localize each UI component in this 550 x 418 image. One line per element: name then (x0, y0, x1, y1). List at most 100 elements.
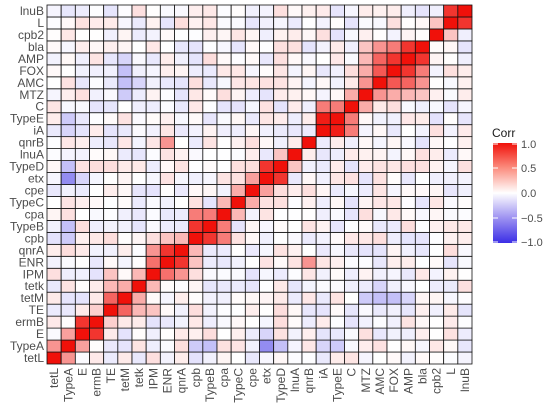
heatmap-cell-E-FOX (386, 327, 402, 341)
heatmap-cell-AMC-TypeA (60, 76, 76, 90)
heatmap-cell-tetk-bla (414, 279, 430, 293)
heatmap-cell-C-TypeD (273, 100, 289, 114)
heatmap-cell-AMC-AMP (400, 76, 416, 90)
heatmap-cell-ermB-cpb (188, 315, 204, 329)
heatmap-cell-FOX-TE (103, 64, 119, 78)
heatmap-cell-L-TypeB (202, 16, 218, 30)
heatmap-cell-cpb-cpb2 (429, 231, 445, 245)
heatmap-cell-cpb-qnrB (301, 231, 317, 245)
heatmap-cell-TE-L (443, 303, 459, 317)
heatmap-cell-lnuA-C (344, 148, 360, 161)
row-label-tetk: tetk (25, 279, 45, 293)
heatmap-cell-AMP-AMP (400, 52, 416, 66)
heatmap-cell-cpb-cpa (216, 231, 232, 245)
heatmap-cell-cpe-AMC (372, 184, 388, 197)
heatmap-cell-cpb-TypeA (60, 231, 76, 245)
row-label-E: E (36, 327, 44, 341)
heatmap-cell-qnrB-etx (259, 136, 275, 150)
heatmap-cell-MTZ-TE (103, 88, 119, 102)
heatmap-cell-ermB-cpe (244, 315, 260, 329)
heatmap-cell-E-lnuB (457, 327, 473, 341)
heatmap-cell-AMP-TypeD (273, 52, 289, 66)
heatmap-cell-C-L (443, 100, 459, 114)
heatmap-cell-cpa-ermB (89, 208, 105, 221)
heatmap-cell-bla-TypeA (60, 40, 76, 54)
heatmap-cell-lnuB-TypeA (60, 4, 76, 18)
heatmap-cell-tetk-cpb (188, 279, 204, 293)
heatmap-cell-IPM-lnuA (287, 267, 303, 281)
heatmap-cell-FOX-AMP (400, 64, 416, 78)
heatmap-cell-AMP-iA (315, 52, 331, 66)
heatmap-cell-AMP-IPM (145, 52, 161, 66)
heatmap-cell-bla-MTZ (358, 40, 374, 54)
column-label-FOX: FOX (387, 368, 401, 393)
heatmap-cell-ENR-lnuA (287, 255, 303, 269)
heatmap-cell-TE-tetM (117, 303, 133, 317)
column-label-TypeB: TypeB (203, 368, 217, 402)
heatmap-cell-qnrA-cpb2 (429, 243, 445, 257)
heatmap-cell-TE-qnrB (301, 303, 317, 317)
heatmap-cell-FOX-TypeD (273, 64, 289, 78)
column-label-TypeE: TypeE (330, 368, 344, 402)
heatmap-cell-TypeE-AMP (400, 112, 416, 126)
heatmap-cell-IPM-tetL (46, 267, 62, 281)
heatmap-cell-bla-AMP (400, 40, 416, 54)
heatmap-cell-TypeD-TypeC (230, 160, 246, 173)
heatmap-cell-iA-AMC (372, 124, 388, 138)
heatmap-cell-L-qnrA (174, 16, 190, 30)
heatmap-cell-qnrA-qnrB (301, 243, 317, 257)
heatmap-cell-TypeC-etx (259, 196, 275, 209)
heatmap-cell-TypeC-qnrA (174, 196, 190, 209)
heatmap-cell-TypeE-TypeD (273, 112, 289, 126)
heatmap-cell-TypeE-bla (414, 112, 430, 126)
heatmap-cell-tetM-cpb2 (429, 291, 445, 305)
heatmap-cell-tetk-TypeA (60, 279, 76, 293)
heatmap-cell-qnrA-tetL (46, 243, 62, 257)
heatmap-cell-tetk-IPM (145, 279, 161, 293)
heatmap-cell-qnrA-bla (414, 243, 430, 257)
row-label-TypeD: TypeD (9, 160, 44, 174)
row-label-TE: TE (29, 303, 44, 317)
row-label-TypeB: TypeB (10, 219, 44, 233)
heatmap-cell-TypeA-TypeA (60, 339, 76, 353)
heatmap-cell-TE-cpe (244, 303, 260, 317)
heatmap-cell-C-etx (259, 100, 275, 114)
heatmap-cell-cpa-cpb2 (429, 208, 445, 221)
heatmap-cell-iA-cpa (216, 124, 232, 138)
heatmap-cell-cpb2-tetk (131, 28, 147, 42)
heatmap-cell-TypeA-cpb (188, 339, 204, 353)
heatmap-cell-TypeE-L (443, 112, 459, 126)
heatmap-cell-cpe-AMP (400, 184, 416, 197)
heatmap-cell-TE-cpb2 (429, 303, 445, 317)
heatmap-cell-TypeE-TypeB (202, 112, 218, 126)
heatmap-cell-E-lnuA (287, 327, 303, 341)
heatmap-cell-tetL-TypeD (273, 351, 289, 365)
row-label-qnrB: qnrB (19, 136, 44, 150)
column-label-iA: iA (316, 368, 330, 379)
heatmap-cell-lnuA-cpe (244, 148, 260, 161)
heatmap-cell-qnrB-qnrA (174, 136, 190, 150)
heatmap-cell-AMP-TypeE (329, 52, 345, 66)
heatmap-cell-TypeA-cpb2 (429, 339, 445, 353)
heatmap-cell-TypeB-qnrB (301, 219, 317, 233)
heatmap-cell-TypeC-qnrB (301, 196, 317, 209)
heatmap-cell-cpb-C (344, 231, 360, 245)
heatmap-cell-etx-etx (259, 172, 275, 185)
heatmap-cell-TypeA-lnuB (457, 339, 473, 353)
heatmap-cell-IPM-cpb (188, 267, 204, 281)
row-label-TypeC: TypeC (9, 195, 44, 209)
heatmap-cell-AMC-tetk (131, 76, 147, 90)
heatmap-cell-MTZ-TypeE (329, 88, 345, 102)
heatmap-cell-FOX-cpa (216, 64, 232, 78)
heatmap-cell-TypeB-TypeD (273, 219, 289, 233)
heatmap-cell-lnuB-C (344, 4, 360, 18)
heatmap-cell-lnuA-ENR (159, 148, 175, 161)
heatmap-cell-TypeD-cpb (188, 160, 204, 173)
heatmap-cell-C-tetk (131, 100, 147, 114)
heatmap-cell-bla-cpe (244, 40, 260, 54)
row-label-cpb: cpb (25, 231, 45, 245)
heatmap-cell-cpb-tetL (46, 231, 62, 245)
heatmap-cell-E-C (344, 327, 360, 341)
heatmap-cell-MTZ-qnrA (174, 88, 190, 102)
heatmap-cell-ermB-ermB (89, 315, 105, 329)
